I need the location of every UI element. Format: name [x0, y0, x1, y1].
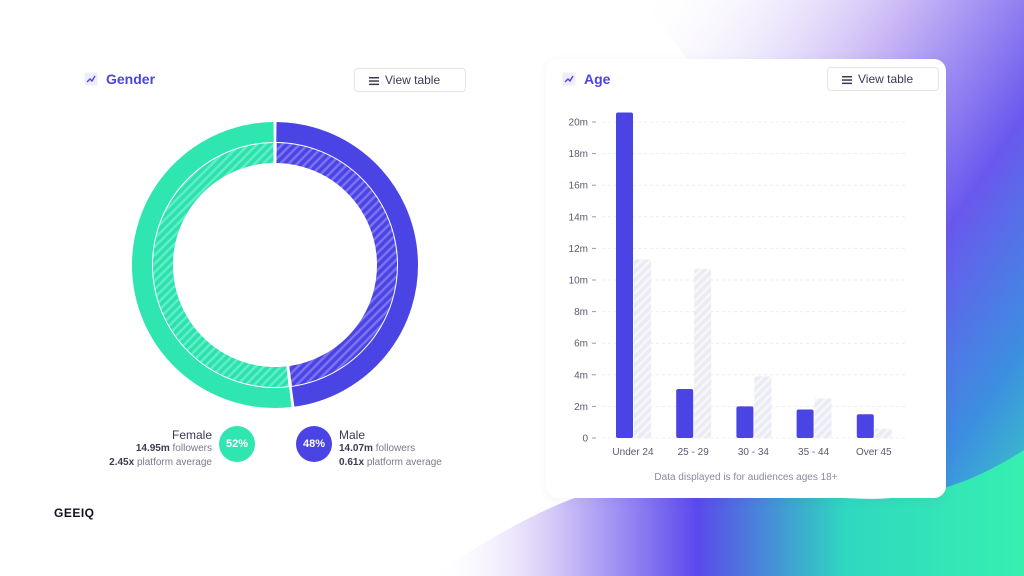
age-bar-comparison: [874, 428, 892, 438]
gender-donut-chart: [132, 122, 418, 408]
age-bar-comparison: [754, 376, 772, 438]
gender-title-text: Gender: [106, 71, 156, 87]
y-tick-label: 10m: [569, 276, 588, 287]
donut-outer-male-segment: [276, 122, 418, 407]
gender-panel-title: Gender: [84, 71, 155, 87]
x-category-label: Over 45: [856, 447, 892, 458]
y-tick-label: 2m: [574, 402, 588, 413]
male-label: Male: [339, 428, 366, 442]
y-tick-label: 6m: [574, 339, 588, 350]
age-bar-comparison: [634, 259, 651, 438]
donut-outer-female-segment: [132, 122, 292, 408]
age-bar-primary: [856, 414, 874, 438]
y-tick-label: 14m: [569, 212, 588, 223]
male-percent-badge: 48%: [296, 426, 332, 462]
donut-inner-female-segment: [153, 143, 289, 387]
male-platform-text: platform average: [366, 457, 442, 468]
male-followers-text: followers: [375, 443, 416, 454]
female-followers: 14.95m followers: [70, 442, 212, 456]
female-label: Female: [171, 428, 212, 442]
x-category-label: 25 - 29: [678, 447, 710, 458]
age-bar-primary: [676, 389, 694, 438]
x-category-label: 30 - 34: [738, 447, 770, 458]
x-category-label: 35 - 44: [798, 447, 830, 458]
age-bar-primary: [796, 409, 814, 438]
male-legend: Male 14.07m followers 0.61x platform ave…: [339, 428, 489, 470]
age-footnote: Data displayed is for audiences ages 18+: [654, 472, 838, 483]
age-bar-comparison: [694, 268, 712, 438]
male-platform-average: 0.61x platform average: [339, 456, 489, 470]
age-bar-chart: 0 2m 4m 6m 8m 10m 12m 14m 16m 18m 20m Under 24 25 -…: [569, 112, 906, 458]
age-view-table-label: View table: [858, 72, 914, 86]
y-tick-label: 4m: [574, 370, 588, 381]
x-category-label: Under 24: [612, 447, 654, 458]
age-bar-primary: [736, 406, 754, 438]
male-followers: 14.07m followers: [339, 442, 489, 456]
female-followers-text: followers: [172, 443, 212, 454]
list-icon: [842, 74, 852, 85]
gender-view-table-label: View table: [385, 73, 441, 87]
y-tick-label: 8m: [574, 307, 588, 318]
age-title-text: Age: [584, 71, 611, 87]
male-platform-value: 0.61x: [339, 457, 365, 468]
age-bar-comparison: [814, 398, 832, 438]
line-chart-icon: [84, 72, 98, 86]
age-view-table-button[interactable]: View table: [827, 67, 939, 91]
female-platform-text: platform average: [136, 457, 212, 468]
female-platform-average: 2.45x platform average: [70, 456, 212, 470]
line-chart-icon: [562, 72, 576, 86]
female-legend: Female 14.95m followers 2.45x platform a…: [70, 428, 212, 470]
y-tick-label: 20m: [569, 118, 588, 129]
female-platform-value: 2.45x: [109, 457, 135, 468]
female-followers-value: 14.95m: [135, 443, 170, 454]
y-tick-label: 16m: [569, 181, 588, 192]
geeiq-logo: GEEIQ: [54, 506, 95, 520]
gender-view-table-button[interactable]: View table: [354, 68, 466, 92]
male-followers-value: 14.07m: [339, 443, 373, 454]
y-tick-label: 12m: [569, 244, 588, 255]
donut-inner-male-segment: [276, 143, 397, 386]
age-panel-title: Age: [562, 71, 610, 87]
y-tick-label: 0: [582, 434, 588, 445]
age-bar-primary: [616, 112, 633, 439]
list-icon: [369, 75, 379, 86]
female-percent-badge: 52%: [219, 426, 255, 462]
y-tick-label: 18m: [569, 149, 588, 160]
